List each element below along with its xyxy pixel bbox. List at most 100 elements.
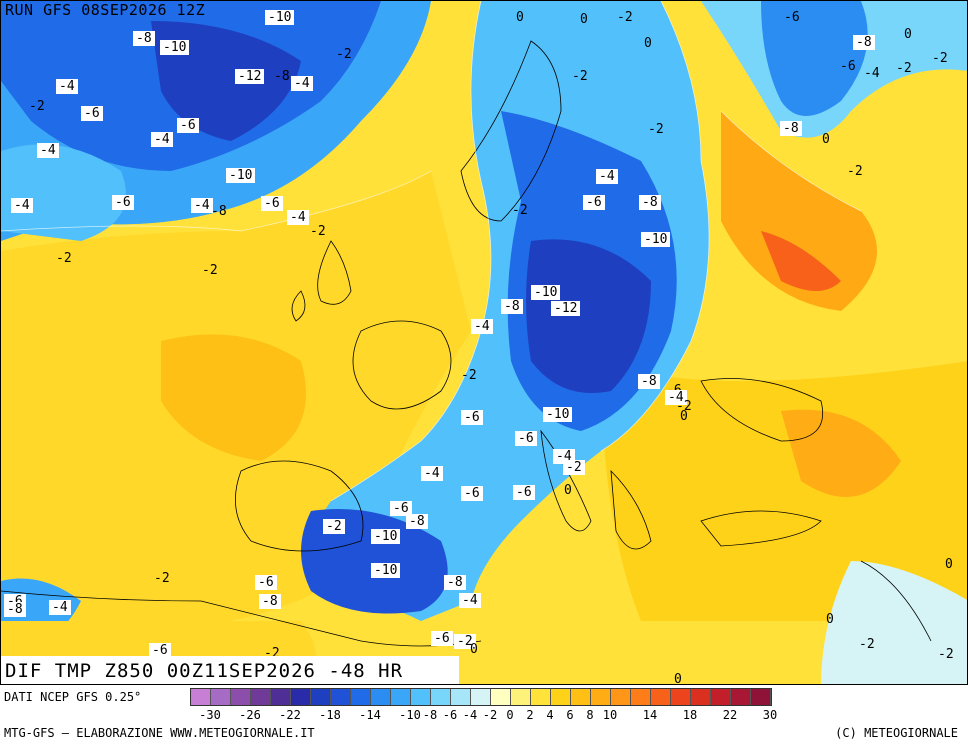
color-swatch bbox=[331, 689, 351, 705]
cool-area-west bbox=[1, 144, 126, 241]
contour-label: -8 bbox=[259, 594, 281, 609]
contour-label: -4 bbox=[459, 593, 481, 608]
temperature-anomaly-map bbox=[1, 1, 967, 684]
contour-label: -2 bbox=[572, 69, 588, 84]
contour-label: -4 bbox=[291, 76, 313, 91]
contour-label: -4 bbox=[191, 198, 213, 213]
contour-label: 0 bbox=[680, 409, 688, 424]
contour-label: -2 bbox=[563, 460, 585, 475]
color-swatch bbox=[571, 689, 591, 705]
contour-label: -12 bbox=[551, 301, 581, 316]
contour-label: -2 bbox=[932, 51, 948, 66]
contour-label: -8 bbox=[4, 602, 26, 617]
contour-label: -2 bbox=[617, 10, 633, 25]
contour-label: -2 bbox=[896, 61, 912, 76]
cold-core-mediterranean bbox=[301, 509, 448, 614]
scale-tick-label: 0 bbox=[506, 708, 514, 722]
contour-label: -2 bbox=[454, 634, 476, 649]
contour-label: -8 bbox=[853, 35, 875, 50]
color-scale-ticks: -30 -26 -22 -18 -14 -10 -8 -6 -4 -2 0 2 4 6 8 10 14 18 22 3… bbox=[190, 708, 968, 722]
contour-label: 0 bbox=[826, 612, 834, 627]
cold-area-barents bbox=[761, 1, 868, 116]
color-swatch bbox=[651, 689, 671, 705]
contour-label: -2 bbox=[56, 251, 72, 266]
contour-label: -6 bbox=[177, 118, 199, 133]
contour-label: -4 bbox=[864, 66, 880, 81]
contour-label: -6 bbox=[515, 431, 537, 446]
contour-label: -4 bbox=[56, 79, 78, 94]
cold-core-central-europe bbox=[526, 239, 651, 393]
contour-label: -2 bbox=[336, 47, 352, 62]
contour-label: -8 bbox=[133, 31, 155, 46]
contour-label: 0 bbox=[644, 36, 652, 51]
contour-label: -10 bbox=[371, 529, 401, 544]
contour-label: 0 bbox=[822, 132, 830, 147]
contour-label: -4 bbox=[37, 143, 59, 158]
color-swatch bbox=[491, 689, 511, 705]
scale-tick-label: -10 bbox=[399, 708, 421, 722]
contour-label: -6 bbox=[255, 575, 277, 590]
contour-label: -12 bbox=[235, 69, 265, 84]
contour-label: -6 bbox=[461, 410, 483, 425]
color-swatch bbox=[231, 689, 251, 705]
contour-label: -6 bbox=[840, 59, 856, 74]
coastlines bbox=[1, 40, 932, 647]
color-swatch bbox=[591, 689, 611, 705]
color-swatch bbox=[191, 689, 211, 705]
scale-tick-label: 30 bbox=[762, 708, 778, 722]
color-swatch bbox=[411, 689, 431, 705]
scale-tick-label: 10 bbox=[602, 708, 618, 722]
contour-label: -2 bbox=[859, 637, 875, 652]
contour-label: -2 bbox=[29, 99, 45, 114]
color-swatch bbox=[611, 689, 631, 705]
contour-label: -4 bbox=[471, 319, 493, 334]
scale-tick-label: -26 bbox=[239, 708, 261, 722]
contour-label: -4 bbox=[49, 600, 71, 615]
contour-label: -10 bbox=[226, 168, 256, 183]
color-scale bbox=[190, 688, 772, 706]
contour-label: -6 bbox=[513, 485, 535, 500]
contour-label: -2 bbox=[154, 571, 170, 586]
color-swatch bbox=[751, 689, 771, 705]
contour-label: -4 bbox=[151, 132, 173, 147]
contour-label: -4 bbox=[665, 390, 687, 405]
contour-label: -8 bbox=[638, 374, 660, 389]
contour-label: -6 bbox=[431, 631, 453, 646]
color-swatch bbox=[691, 689, 711, 705]
contour-label: -10 bbox=[160, 40, 190, 55]
contour-label: -2 bbox=[461, 368, 477, 383]
contour-label: -6 bbox=[390, 501, 412, 516]
color-swatch bbox=[271, 689, 291, 705]
contour-label: -2 bbox=[202, 263, 218, 278]
contour-label: -8 bbox=[780, 121, 802, 136]
scale-tick-label: 4 bbox=[546, 708, 554, 722]
scale-tick-label: -2 bbox=[482, 708, 498, 722]
contour-label: -4 bbox=[11, 198, 33, 213]
color-swatch bbox=[451, 689, 471, 705]
scale-tick-label: 18 bbox=[682, 708, 698, 722]
contour-label: -2 bbox=[676, 399, 692, 414]
contour-label: -8 bbox=[501, 299, 523, 314]
contour-label: -10 bbox=[265, 10, 295, 25]
color-swatch bbox=[731, 689, 751, 705]
contour-label: -10 bbox=[543, 407, 573, 422]
contour-label: -8 bbox=[211, 204, 227, 219]
scale-tick-label: 14 bbox=[642, 708, 658, 722]
run-title: RUN GFS 08SEP2026 12Z bbox=[5, 1, 206, 19]
contour-label: -4 bbox=[421, 466, 443, 481]
contour-label: -2 bbox=[310, 224, 326, 239]
color-swatch bbox=[631, 689, 651, 705]
scale-tick-label: 6 bbox=[566, 708, 574, 722]
color-swatch bbox=[291, 689, 311, 705]
color-swatch bbox=[711, 689, 731, 705]
contour-label: 0 bbox=[904, 27, 912, 42]
contour-label: -10 bbox=[371, 563, 401, 578]
contour-label: -6 bbox=[149, 643, 171, 658]
contour-label: -8 bbox=[406, 514, 428, 529]
field-title: DIF TMP Z850 00Z11SEP2026 -48 HR bbox=[1, 656, 459, 684]
contour-label: -2 bbox=[847, 164, 863, 179]
contour-label: -8 bbox=[444, 575, 466, 590]
color-swatch bbox=[511, 689, 531, 705]
contour-label: -6 bbox=[261, 196, 283, 211]
scale-tick-label: -4 bbox=[462, 708, 478, 722]
